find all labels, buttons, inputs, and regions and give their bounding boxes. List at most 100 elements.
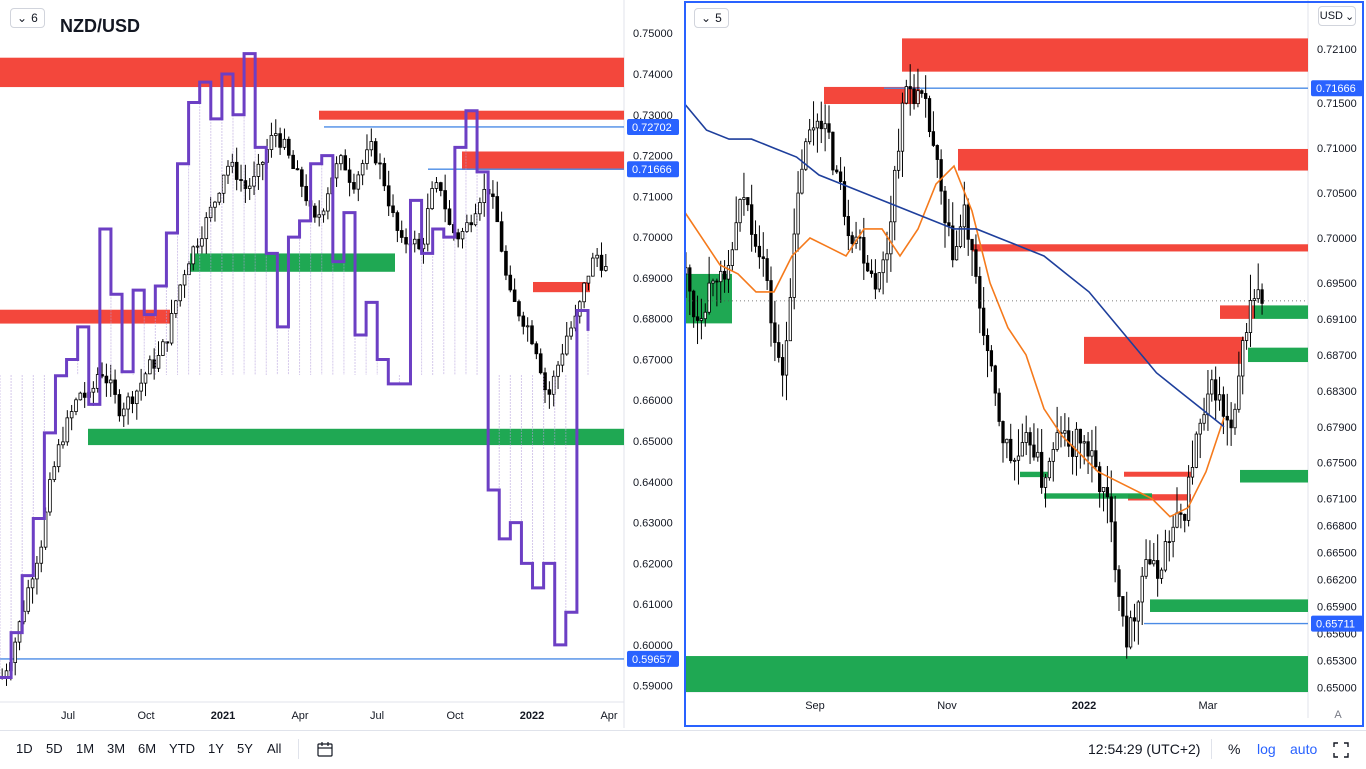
supply-zone (1128, 494, 1191, 501)
clock-timezone[interactable]: 12:54:29 (UTC+2) (1088, 741, 1201, 757)
candle-body (1101, 487, 1106, 493)
candle-body (456, 232, 460, 240)
range-5y[interactable]: 5Y (237, 741, 253, 756)
currency-button[interactable]: USD ⌄ (1318, 6, 1356, 26)
candle-body (719, 270, 723, 283)
demand-zone (1248, 347, 1308, 363)
chevron-down-icon: ⌄ (701, 11, 712, 25)
candle-body (912, 88, 916, 105)
supply-zone (0, 57, 624, 88)
candle-body (582, 282, 586, 303)
time-tick-label: Sep (805, 700, 825, 712)
candle-body (404, 237, 408, 245)
auto-toggle[interactable]: auto (1290, 741, 1318, 757)
candle-body (478, 202, 482, 215)
candle-body (974, 249, 978, 277)
candle-body (178, 284, 183, 302)
candle-body (935, 145, 939, 160)
candle-body (939, 159, 943, 192)
price-tick-label: 0.69500 (1317, 278, 1357, 290)
candle-body (156, 355, 161, 369)
left-layout-number: 6 (31, 11, 38, 25)
candle-body (769, 280, 773, 324)
fullscreen-icon[interactable] (1332, 741, 1350, 759)
percent-toggle[interactable]: % (1228, 741, 1241, 757)
demand-zone (1020, 471, 1048, 478)
candle-body (788, 297, 792, 342)
price-tick-label: 0.66500 (1317, 548, 1357, 560)
candle-body (1001, 421, 1005, 444)
candle-body (1152, 560, 1156, 565)
candle-body (1067, 430, 1071, 447)
candle-body (753, 234, 758, 247)
log-toggle[interactable]: log (1257, 741, 1276, 757)
price-level-badge (1311, 80, 1363, 97)
candle-body (117, 394, 122, 417)
toolbar-divider (298, 739, 299, 759)
candle-body (569, 327, 573, 337)
time-tick-label: Oct (446, 710, 463, 722)
range-ytd[interactable]: YTD (169, 741, 195, 756)
right-chart-pane[interactable]: 0.72100 0.71500 0.71000 0.70500 0.70000 0.695… (684, 0, 1366, 730)
candle-body (425, 208, 430, 245)
price-tick-label: 0.74000 (633, 69, 673, 81)
candle-body (811, 127, 816, 131)
range-3m[interactable]: 3M (107, 741, 126, 756)
candle-body (869, 270, 874, 274)
price-tick-label: 0.69100 (1317, 314, 1357, 326)
price-tick-label: 0.71000 (1317, 143, 1357, 155)
candle-body (1020, 442, 1024, 457)
left-price-chart[interactable]: 0.75000 0.74000 0.73000 0.72000 0.71000 0.700… (0, 0, 684, 730)
candle-body (78, 392, 83, 401)
range-1d[interactable]: 1D (16, 741, 33, 756)
candle-body (234, 161, 239, 180)
price-tick-label: 0.70000 (633, 232, 673, 244)
time-tick-label: Jul (370, 710, 384, 722)
candle-body (1233, 408, 1237, 429)
range-1m[interactable]: 1M (76, 741, 95, 756)
candle-body (161, 341, 165, 356)
candle-body (1206, 393, 1210, 416)
right-price-chart[interactable]: 0.72100 0.71500 0.71000 0.70500 0.70000 0.695… (684, 0, 1366, 730)
time-tick-label: Oct (137, 710, 154, 722)
candle-body (889, 221, 893, 255)
range-all[interactable]: All (267, 741, 282, 756)
range-5d[interactable]: 5D (46, 741, 63, 756)
price-tick-label: 0.59000 (633, 681, 673, 693)
candle-body (465, 222, 469, 232)
price-level-badge (1311, 615, 1363, 632)
candle-body (1086, 441, 1090, 457)
candle-body (356, 174, 361, 190)
auto-scale-button[interactable]: A (1334, 709, 1342, 721)
candle-body (108, 379, 113, 384)
range-1y[interactable]: 1Y (208, 741, 224, 756)
candle-body (904, 86, 908, 104)
range-6m[interactable]: 6M (138, 741, 157, 756)
candle-body (412, 238, 417, 245)
price-tick-label: 0.62000 (633, 558, 673, 570)
date-range-icon[interactable] (316, 741, 334, 759)
supply-zone (319, 110, 624, 120)
candle-body (893, 169, 897, 223)
candle-body (1244, 332, 1249, 341)
candle-body (982, 307, 986, 336)
candle-body (808, 129, 812, 143)
right-layout-badge[interactable]: ⌄ 5 (694, 8, 729, 28)
candle-body (924, 93, 928, 99)
moving-average-slow (684, 102, 1225, 428)
price-tick-label: 0.69000 (633, 273, 673, 285)
price-tick-label: 0.68300 (1317, 386, 1357, 398)
demand-zone (1254, 305, 1308, 319)
candle-body (191, 246, 196, 265)
candle-body (722, 270, 727, 280)
candle-body (1051, 449, 1055, 462)
left-layout-badge[interactable]: ⌄ 6 (10, 8, 45, 28)
candle-body (792, 233, 796, 298)
candle-body (1043, 477, 1048, 488)
left-chart-pane[interactable]: 0.75000 0.74000 0.73000 0.72000 0.71000 0.700… (0, 0, 684, 730)
supply-zone (1084, 336, 1244, 364)
candle-body (715, 280, 719, 283)
price-tick-label: 0.66200 (1317, 575, 1357, 587)
candle-body (920, 90, 924, 94)
candle-body (970, 238, 974, 251)
